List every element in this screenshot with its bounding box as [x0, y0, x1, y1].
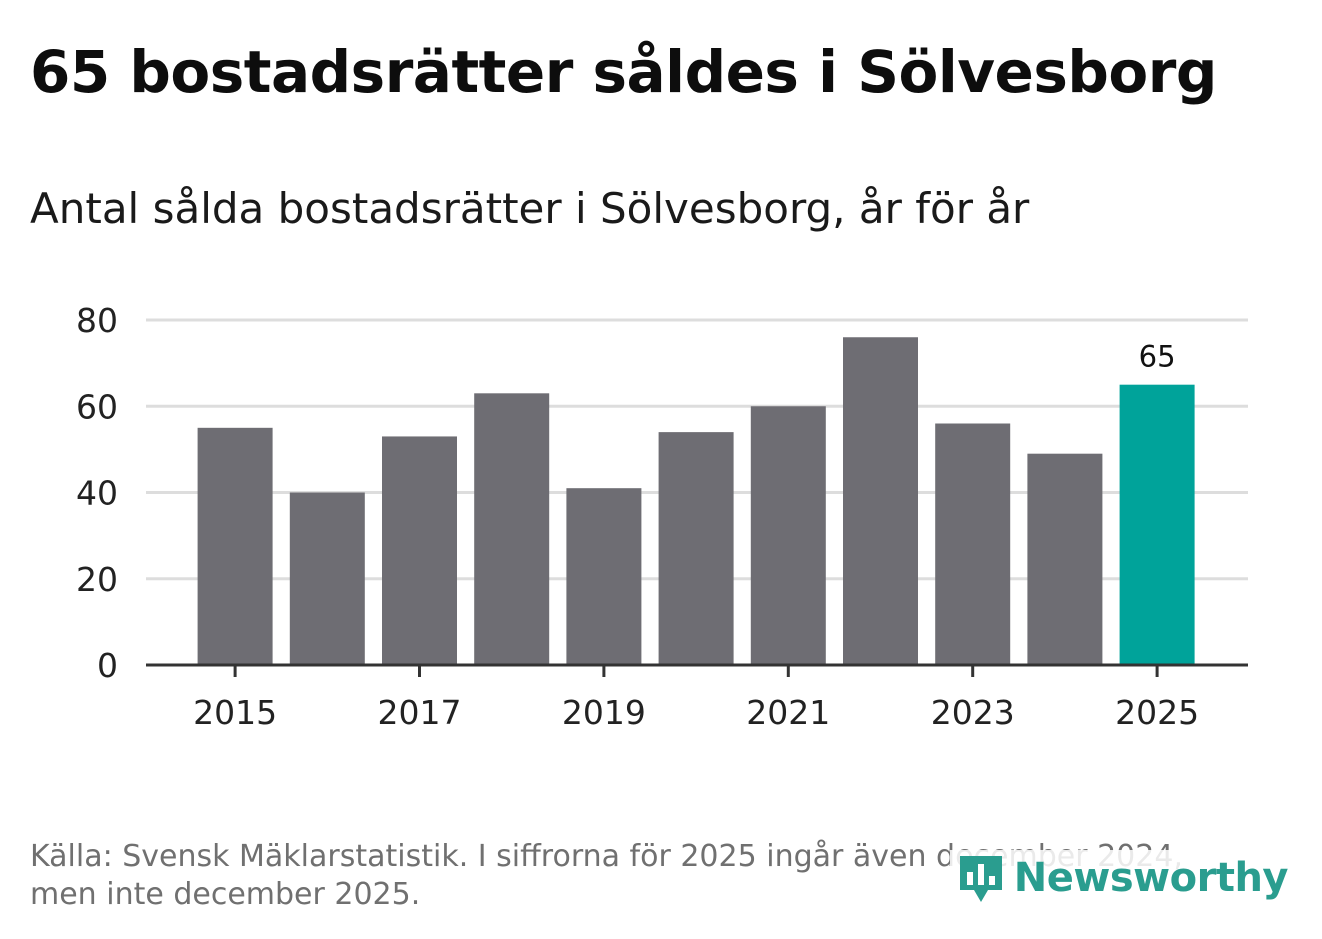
- y-tick-label-20: 20: [76, 560, 118, 599]
- x-tick-label-2017: 2017: [378, 693, 462, 732]
- chart-title: 65 bostadsrätter såldes i Sölvesborg: [30, 38, 1217, 106]
- y-tick-label-60: 60: [76, 387, 118, 426]
- bar-2021: [750, 406, 826, 665]
- x-tick-label-2021: 2021: [746, 693, 830, 732]
- newsworthy-logo-icon: [959, 856, 1002, 902]
- x-tick-label-2025: 2025: [1115, 693, 1199, 732]
- bar-2017: [382, 436, 457, 665]
- newsworthy-logo: Newsworthy: [949, 850, 1289, 906]
- bar-2016: [289, 492, 365, 665]
- data-label-2025: 65: [1139, 340, 1176, 374]
- y-tick-label-40: 40: [76, 474, 118, 513]
- y-axis-ticks: 0 20 40 60 80: [76, 301, 118, 685]
- bar-2020: [658, 432, 734, 665]
- bar-chart: 0 20 40 60 80 2015 2017 2019 2021 2023 2025 65: [76, 301, 1248, 732]
- x-tick-label-2023: 2023: [931, 693, 1015, 732]
- bar-2025: [1119, 384, 1195, 665]
- bar-2018: [474, 393, 550, 665]
- bar-2024: [1027, 453, 1103, 665]
- bar-2022: [843, 337, 918, 665]
- bar-2019: [566, 488, 642, 665]
- x-tick-label-2019: 2019: [562, 693, 646, 732]
- newsworthy-logo-text: Newsworthy: [1013, 855, 1289, 901]
- chart-subtitle: Antal sålda bostadsrätter i Sölvesborg, …: [30, 184, 1030, 233]
- y-tick-label-0: 0: [97, 646, 118, 685]
- y-tick-label-80: 80: [76, 301, 118, 340]
- bars: [197, 337, 1195, 665]
- data-labels: 65: [1139, 340, 1176, 374]
- x-tick-label-2015: 2015: [193, 693, 277, 732]
- source-note-line-2: men inte december 2025.: [30, 877, 421, 912]
- bar-2023: [935, 423, 1011, 665]
- bar-2015: [197, 427, 273, 665]
- x-axis-ticks: 2015 2017 2019 2021 2023 2025: [193, 665, 1199, 732]
